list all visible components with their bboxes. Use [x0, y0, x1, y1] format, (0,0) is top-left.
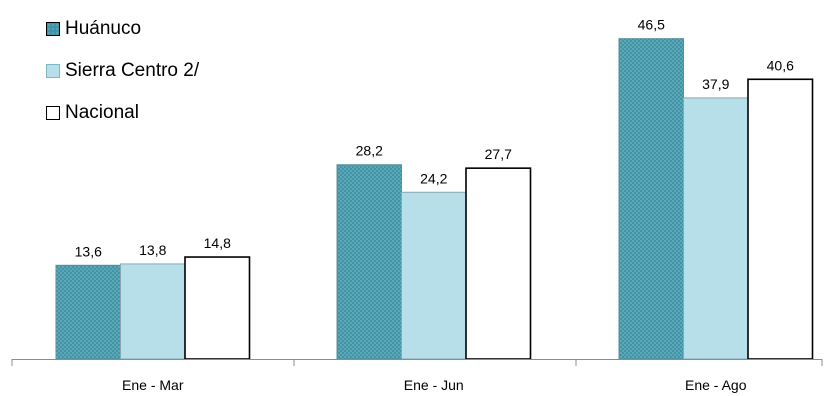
legend-item-huanuco: Huánuco	[46, 18, 199, 40]
bar-1-2	[465, 167, 532, 360]
legend: Huánuco Sierra Centro 2/ Nacional	[46, 18, 199, 144]
data-label-2-2: 40,6	[767, 57, 794, 73]
bar-0-0	[55, 264, 121, 360]
bar-0-1	[120, 263, 186, 360]
x-tick-label-0: Ene - Mar	[122, 377, 184, 393]
data-label-0-2: 14,8	[204, 235, 231, 251]
legend-swatch-huanuco	[46, 22, 60, 36]
data-label-1-0: 28,2	[356, 143, 383, 159]
data-label-1-1: 24,2	[420, 170, 447, 186]
data-label-0-0: 13,6	[75, 243, 102, 259]
legend-item-nacional: Nacional	[46, 102, 199, 124]
bar-2-1	[683, 97, 749, 360]
data-label-1-2: 27,7	[485, 146, 512, 162]
x-tick-label-2: Ene - Ago	[685, 377, 747, 393]
legend-swatch-sierra-centro	[46, 64, 60, 78]
data-label-0-1: 13,8	[139, 242, 166, 258]
bar-1-0	[336, 164, 402, 360]
bar-1-1	[401, 191, 467, 360]
legend-label-huanuco: Huánuco	[65, 18, 142, 39]
x-tick-label-1: Ene - Jun	[404, 377, 464, 393]
bar-0-2	[184, 256, 251, 360]
bar-2-2	[747, 78, 814, 360]
legend-item-sierra-centro: Sierra Centro 2/	[46, 60, 199, 82]
data-label-2-1: 37,9	[702, 76, 729, 92]
legend-label-nacional: Nacional	[65, 102, 139, 123]
legend-label-sierra-centro: Sierra Centro 2/	[65, 60, 200, 81]
data-label-2-0: 46,5	[638, 17, 665, 33]
legend-swatch-nacional	[46, 106, 60, 120]
bar-2-0	[618, 38, 684, 360]
